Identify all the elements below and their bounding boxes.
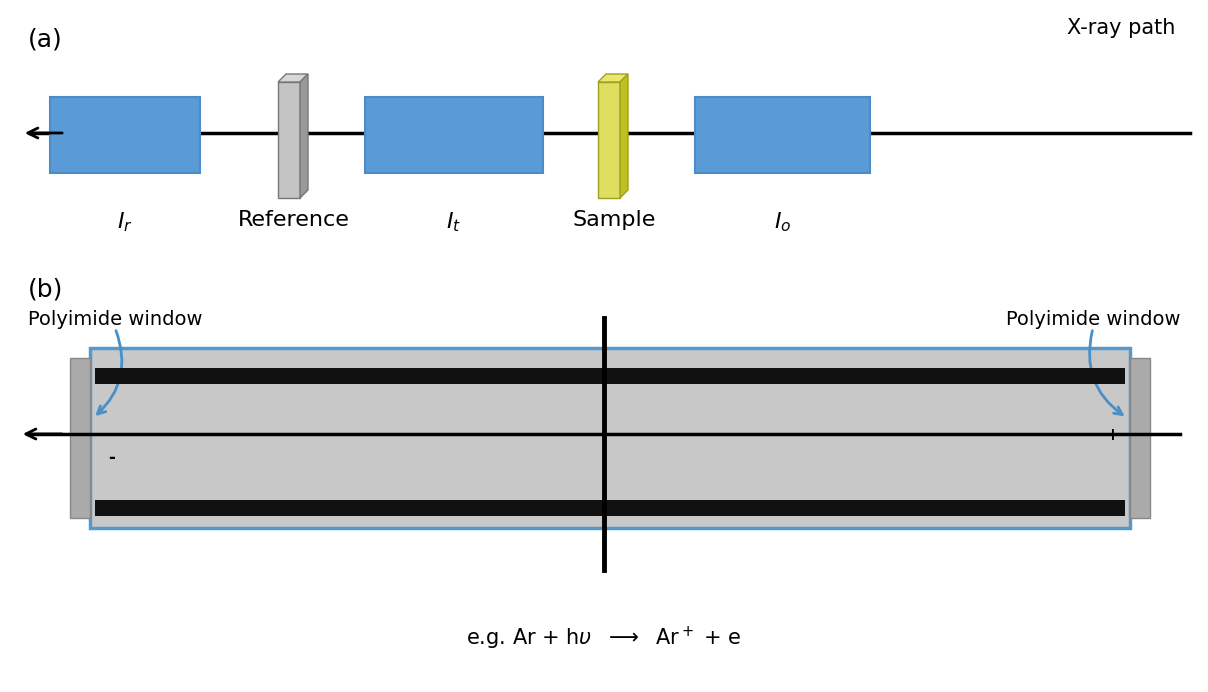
Bar — [365, 97, 544, 173]
Bar — [95, 368, 1125, 384]
Bar — [1129, 358, 1150, 518]
Bar — [598, 82, 620, 198]
Text: X-ray path: X-ray path — [1067, 18, 1175, 38]
Text: (a): (a) — [28, 28, 63, 52]
Bar — [95, 500, 1125, 516]
Text: -: - — [108, 449, 115, 467]
Polygon shape — [620, 74, 628, 198]
Text: Sample: Sample — [573, 210, 656, 230]
Bar — [91, 348, 1129, 528]
Text: $I_t$: $I_t$ — [447, 210, 461, 234]
Bar — [278, 82, 300, 198]
Polygon shape — [598, 74, 628, 82]
Bar — [695, 97, 870, 173]
Polygon shape — [278, 74, 308, 82]
Text: Polyimide window: Polyimide window — [28, 310, 203, 329]
Bar — [50, 97, 201, 173]
Polygon shape — [300, 74, 308, 198]
Text: +: + — [1105, 426, 1119, 444]
Text: e.g. Ar + h$\upsilon$  $\longrightarrow$  Ar$^+$ + e: e.g. Ar + h$\upsilon$ $\longrightarrow$ … — [466, 625, 742, 653]
Text: $I_r$: $I_r$ — [117, 210, 133, 234]
Text: Reference: Reference — [238, 210, 350, 230]
Text: (b): (b) — [28, 278, 63, 302]
Bar — [70, 358, 91, 518]
Text: $I_o$: $I_o$ — [774, 210, 791, 234]
Text: Polyimide window: Polyimide window — [1005, 310, 1180, 329]
